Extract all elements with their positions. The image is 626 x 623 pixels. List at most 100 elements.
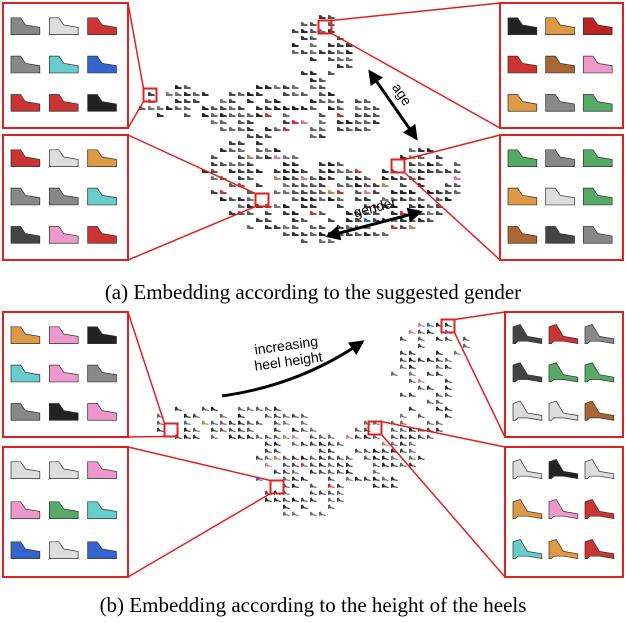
gender-arrow [325, 207, 423, 241]
thumbnail [427, 218, 434, 222]
thumbnail [184, 427, 191, 432]
thumbnail [220, 420, 227, 425]
zoom-line [454, 311, 506, 321]
thumbnail [364, 448, 371, 453]
thumbnail [229, 113, 236, 117]
thumbnail [436, 155, 443, 159]
thumbnail [391, 371, 398, 376]
thumbnail [238, 197, 245, 201]
thumbnail [238, 176, 245, 180]
thumbnail [184, 413, 191, 418]
thumbnail [337, 455, 344, 460]
thumbnail [346, 211, 353, 215]
thumbnail [400, 197, 407, 201]
thumbnail [256, 420, 263, 425]
thumbnail [175, 92, 182, 96]
thumbnail [283, 162, 290, 166]
thumbnail [193, 427, 200, 432]
thumbnail [337, 64, 344, 68]
thumbnail [382, 462, 389, 467]
thumbnail [319, 92, 326, 96]
thumbnail [364, 120, 371, 124]
thumbnail [274, 469, 281, 474]
thumbnail [220, 113, 227, 117]
thumbnail [274, 413, 281, 418]
shoe-photo [10, 326, 41, 344]
thumbnail [292, 434, 299, 439]
thumbnail [301, 120, 308, 124]
thumbnail [247, 420, 254, 425]
thumbnail [454, 169, 461, 173]
thumbnail [355, 190, 362, 194]
thumbnail [409, 434, 416, 439]
thumbnail [427, 420, 434, 425]
thumbnail [319, 78, 326, 82]
shoe-photo [48, 541, 79, 559]
thumbnail [211, 190, 218, 194]
thumbnail [265, 448, 272, 453]
thumbnail [373, 434, 380, 439]
thumbnail [328, 176, 335, 180]
thumbnail [211, 155, 218, 159]
thumbnail [337, 120, 344, 124]
thumbnail [184, 420, 191, 425]
thumbnail [436, 350, 443, 355]
thumbnail [292, 441, 299, 446]
thumbnail [265, 99, 272, 103]
thumbnail [346, 462, 353, 467]
shoe-photo [512, 400, 543, 421]
thumbnail [265, 434, 272, 439]
thumbnail [283, 183, 290, 187]
thumbnail [364, 455, 371, 460]
thumbnail [337, 106, 344, 110]
thumbnail [328, 434, 335, 439]
thumbnail [409, 462, 416, 467]
thumbnail [418, 204, 425, 208]
thumbnail [229, 148, 236, 152]
thumbnail [328, 162, 335, 166]
thumbnail [301, 176, 308, 180]
shoe-photo [507, 17, 538, 35]
thumbnail [301, 71, 308, 75]
thumbnail [283, 462, 290, 467]
zoom-square [317, 19, 333, 35]
thumbnail [211, 427, 218, 432]
thumbnail [292, 43, 299, 47]
thumbnail [337, 204, 344, 208]
thumbnail [184, 92, 191, 96]
thumbnail [184, 85, 191, 89]
thumbnail [409, 427, 416, 432]
thumbnail [211, 176, 218, 180]
thumbnail [238, 155, 245, 159]
shoe-photo [10, 187, 41, 206]
thumbnail [247, 225, 254, 229]
thumbnail [265, 413, 272, 418]
thumbnail [274, 455, 281, 460]
thumbnail [283, 85, 290, 89]
thumbnail [355, 448, 362, 453]
thumbnail [310, 204, 317, 208]
thumbnail [418, 336, 425, 341]
thumbnail [247, 406, 254, 411]
thumbnail [310, 85, 317, 89]
thumbnail [463, 343, 470, 348]
thumbnail [427, 169, 434, 173]
thumbnail [346, 176, 353, 180]
thumbnail [301, 462, 308, 467]
thumbnail [418, 197, 425, 201]
thumbnail [445, 183, 452, 187]
thumbnail [292, 183, 299, 187]
thumbnail [391, 225, 398, 229]
thumbnail [328, 50, 335, 54]
thumbnail [238, 434, 245, 439]
shoe-photo [545, 55, 575, 74]
thumbnail [445, 378, 452, 383]
thumbnail [265, 127, 272, 131]
thumbnail [355, 169, 362, 173]
thumbnail [409, 204, 416, 208]
thumbnail [409, 364, 416, 369]
thumbnail [319, 448, 326, 453]
zoom-line [127, 2, 145, 89]
thumbnail [418, 385, 425, 390]
thumbnail [454, 183, 461, 187]
